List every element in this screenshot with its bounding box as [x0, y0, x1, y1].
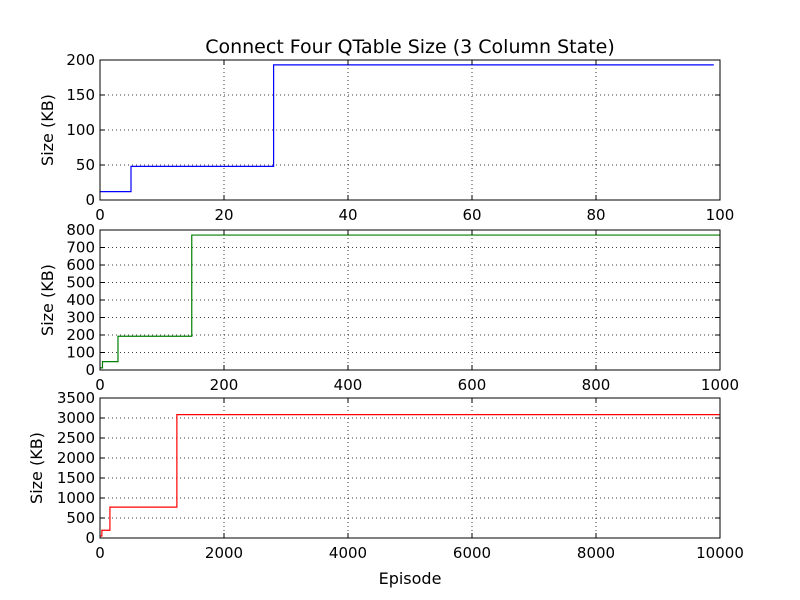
x-tick-label: 40	[338, 206, 357, 224]
y-tick-label: 500	[66, 274, 95, 292]
x-tick-label: 6000	[453, 544, 491, 562]
y-tick-label: 0	[85, 361, 95, 379]
x-tick-label: 2000	[205, 544, 243, 562]
x-tick-label: 800	[582, 376, 611, 394]
series-line-2	[100, 234, 720, 369]
y-tick-label: 100	[66, 121, 95, 139]
y-tick-label: 2000	[57, 449, 95, 467]
y-tick-label: 800	[66, 221, 95, 239]
chart-title: Connect Four QTable Size (3 Column State…	[205, 36, 615, 58]
x-tick-label: 10000	[696, 544, 744, 562]
y-tick-label: 150	[66, 86, 95, 104]
y-tick-label: 2500	[57, 429, 95, 447]
x-axis-label: Episode	[379, 569, 442, 588]
y-tick-label: 600	[66, 256, 95, 274]
y-axis-label: Size (KB)	[38, 94, 57, 166]
x-tick-label: 200	[210, 376, 239, 394]
x-tick-label: 8000	[577, 544, 615, 562]
y-tick-label: 200	[66, 326, 95, 344]
y-axis-label: Size (KB)	[27, 432, 46, 504]
y-tick-label: 300	[66, 309, 95, 327]
x-tick-label: 0	[95, 376, 105, 394]
x-tick-label: 400	[334, 376, 363, 394]
x-tick-label: 100	[706, 206, 735, 224]
y-tick-label: 500	[66, 509, 95, 527]
series-line-1	[100, 64, 714, 193]
y-tick-label: 50	[76, 156, 95, 174]
y-tick-label: 0	[85, 191, 95, 209]
x-tick-label: 20	[214, 206, 233, 224]
x-tick-label: 60	[462, 206, 481, 224]
subplot-1: 0 20 40 60 80 100 0 50 100 150 200 Size (KB)	[38, 51, 734, 224]
x-tick-label: 600	[458, 376, 487, 394]
y-tick-label: 0	[85, 529, 95, 547]
y-tick-label: 100	[66, 344, 95, 362]
x-tick-label: 0	[95, 544, 105, 562]
y-axis-label: Size (KB)	[38, 264, 57, 336]
y-tick-label: 200	[66, 51, 95, 69]
y-tick-label: 1500	[57, 469, 95, 487]
x-tick-label: 80	[586, 206, 605, 224]
x-tick-label: 0	[95, 206, 105, 224]
y-tick-label: 3500	[57, 389, 95, 407]
y-tick-label: 700	[66, 239, 95, 257]
y-tick-label: 400	[66, 291, 95, 309]
y-tick-label: 1000	[57, 489, 95, 507]
subplot-3: 0 2000 4000 6000 8000 10000050010001500200025…	[27, 389, 744, 562]
subplot-2: 0 200 400 600 800 100001002003004005006007008…	[38, 221, 739, 394]
plot-frame	[99, 397, 721, 539]
series-line-3	[100, 414, 720, 537]
y-tick-label: 3000	[57, 409, 95, 427]
x-tick-label: 4000	[329, 544, 367, 562]
x-tick-label: 1000	[701, 376, 739, 394]
